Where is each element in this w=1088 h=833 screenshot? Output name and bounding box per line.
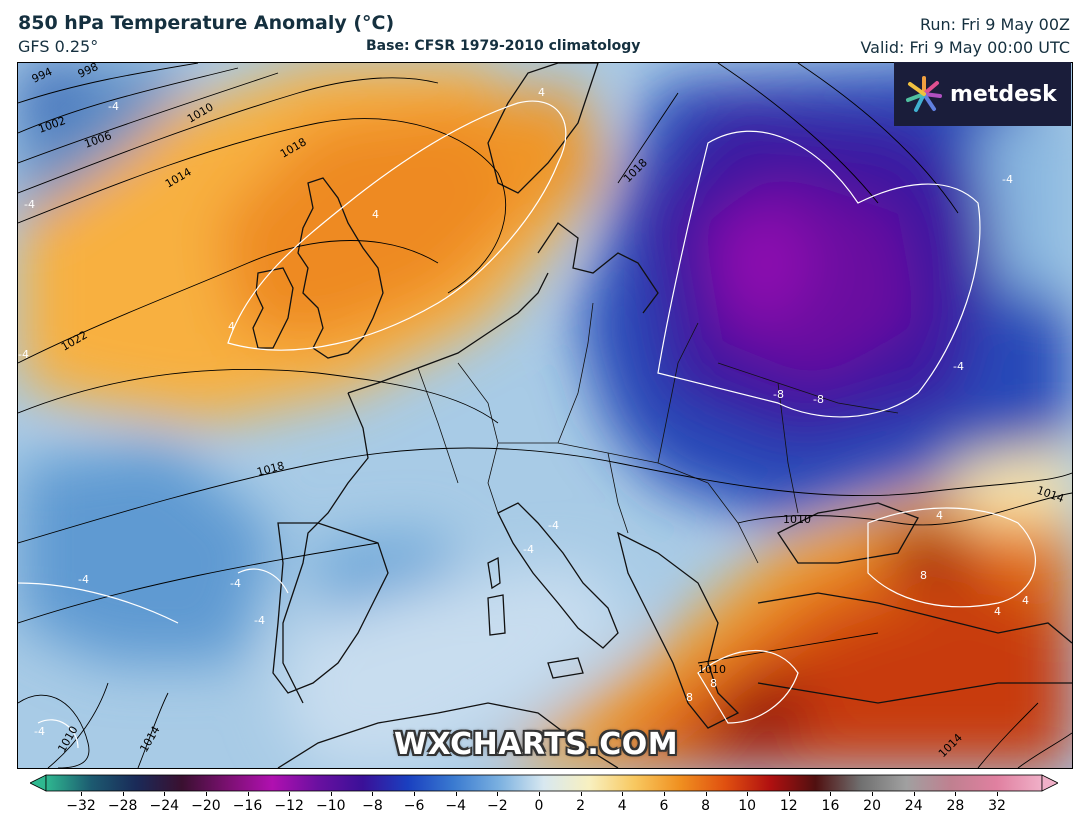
anomaly-label: 8 — [920, 569, 927, 582]
valid-time-label: Valid: Fri 9 May 00:00 UTC — [860, 38, 1070, 57]
colorbar-tick-label: −8 — [362, 798, 383, 814]
colorbar-tick-label: 12 — [779, 798, 798, 814]
colorbar-tick-label: −28 — [107, 798, 138, 814]
anomaly-label: -8 — [773, 388, 784, 401]
colorbar-tick-mark — [205, 792, 207, 796]
colorbar-tick-mark — [122, 792, 124, 796]
metdesk-flower-icon — [906, 76, 942, 112]
colorbar-tick-label: −20 — [191, 798, 221, 814]
colorbar-tick-label: −16 — [232, 798, 263, 814]
anomaly-label: -4 — [34, 725, 45, 738]
colorbar-tick-mark — [414, 792, 416, 796]
colorbar-tick-mark — [997, 792, 998, 796]
anomaly-label: 4 — [228, 320, 235, 333]
isobar-label: 1010 — [783, 513, 811, 526]
colorbar-tick-label: −6 — [403, 798, 425, 814]
colorbar-tick-mark — [164, 792, 166, 796]
colorbar-tick-mark — [913, 792, 915, 796]
colorbar-tick-label: −24 — [149, 798, 180, 814]
metdesk-logo-text: metdesk — [950, 81, 1057, 107]
colorbar-svg — [29, 774, 1059, 792]
colorbar-ticks: −32 −28 −24 −20 −16 −12 −10 −8 −6 −4 −2 0 2 4 6 8 10 12 16… — [0, 792, 1088, 822]
colorbar-tick-label: 8 — [701, 798, 710, 814]
model-label: GFS 0.25° — [18, 37, 99, 56]
anomaly-label: -4 — [523, 543, 534, 556]
climatology-base-label: Base: CFSR 1979-2010 climatology — [366, 38, 641, 54]
colorbar-tick-mark — [580, 792, 582, 796]
anomaly-map: 994 998 1002 1006 1010 1014 1018 1022 10… — [17, 62, 1073, 769]
anomaly-label: -4 — [254, 614, 265, 627]
colorbar-tick-mark — [747, 792, 749, 796]
anomaly-label: -4 — [78, 573, 89, 586]
anomaly-label: -4 — [548, 519, 559, 532]
colorbar-tick-mark — [247, 792, 249, 796]
colorbar-tick-label: 10 — [738, 798, 757, 814]
colorbar-tick-mark — [788, 792, 790, 796]
colorbar-tick-label: 16 — [821, 798, 840, 814]
anomaly-label: -4 — [108, 100, 119, 113]
colorbar-tick-label: 6 — [659, 798, 669, 814]
anomaly-label: 8 — [710, 677, 717, 690]
colorbar-tick-mark — [497, 792, 499, 796]
colorbar — [29, 774, 1059, 792]
anomaly-label: 8 — [686, 691, 693, 704]
colorbar-tick-label: −10 — [316, 798, 346, 814]
run-time-label: Run: Fri 9 May 00Z — [919, 15, 1070, 34]
anomaly-label: 4 — [1022, 594, 1029, 607]
anomaly-label: -4 — [18, 348, 29, 361]
colorbar-tick-mark — [539, 792, 540, 796]
anomaly-label: -4 — [230, 577, 241, 590]
anomaly-label: -8 — [813, 393, 824, 406]
anomaly-label: 4 — [936, 509, 943, 522]
colorbar-tick-mark — [455, 792, 457, 796]
metdesk-logo: metdesk — [894, 62, 1071, 126]
colorbar-tick-label: 28 — [946, 798, 965, 814]
colorbar-tick-label: −32 — [66, 798, 96, 814]
colorbar-tick-mark — [289, 792, 291, 796]
colorbar-tick-label: 24 — [904, 798, 923, 814]
colorbar-tick-mark — [830, 792, 832, 796]
colorbar-tick-label: 32 — [988, 798, 1006, 814]
anomaly-label: 4 — [994, 605, 1001, 618]
colorbar-tick-label: 2 — [576, 798, 586, 814]
anomaly-label: -4 — [953, 360, 964, 373]
colorbar-tick-label: 0 — [534, 798, 544, 814]
colorbar-tick-mark — [330, 792, 332, 796]
colorbar-tick-mark — [705, 792, 707, 796]
anomaly-label: -4 — [1002, 173, 1013, 186]
anomaly-label: 4 — [538, 86, 545, 99]
colorbar-tick-mark — [663, 792, 665, 796]
colorbar-tick-label: 4 — [617, 798, 627, 814]
colorbar-min-arrow — [29, 774, 47, 792]
wxcharts-watermark: WXCHARTS.COM — [394, 727, 679, 762]
colorbar-tick-mark — [81, 792, 82, 796]
colorbar-gradient — [45, 774, 1043, 792]
colorbar-tick-mark — [872, 792, 874, 796]
anomaly-label: -4 — [24, 198, 35, 211]
colorbar-tick-mark — [622, 792, 624, 796]
anomaly-label: 4 — [372, 208, 379, 221]
colorbar-tick-label: −12 — [274, 798, 304, 814]
chart-title: 850 hPa Temperature Anomaly (°C) — [18, 12, 395, 34]
colorbar-tick-mark — [372, 792, 374, 796]
colorbar-tick-label: −2 — [487, 798, 508, 814]
colorbar-tick-label: 20 — [863, 798, 881, 814]
colorbar-tick-label: −4 — [445, 798, 467, 814]
isobar-label: 1010 — [698, 663, 726, 676]
colorbar-tick-mark — [955, 792, 957, 796]
colorbar-max-arrow — [1041, 774, 1059, 792]
